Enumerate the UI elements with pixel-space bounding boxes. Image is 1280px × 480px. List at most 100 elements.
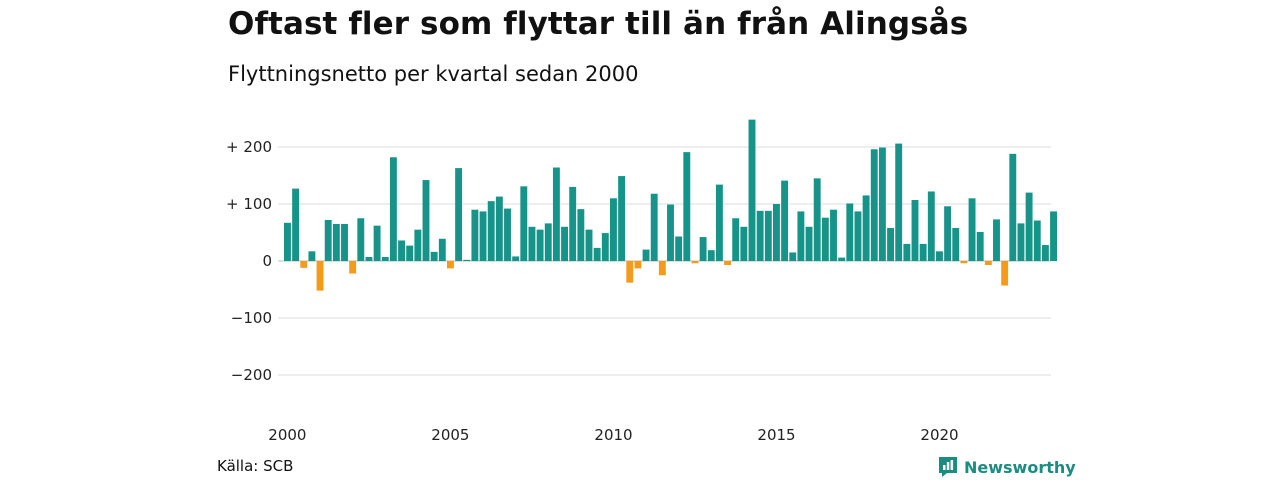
bar xyxy=(381,257,389,261)
bar xyxy=(536,229,544,261)
bar xyxy=(740,226,748,261)
bar xyxy=(1041,245,1049,261)
bar xyxy=(756,210,764,261)
bar xyxy=(748,119,756,261)
bar xyxy=(911,200,919,261)
bar xyxy=(813,178,821,261)
y-tick-label: −200 xyxy=(231,366,272,384)
bar xyxy=(479,211,487,261)
chart-title: Oftast fler som flyttar till än från Ali… xyxy=(228,6,969,42)
bar xyxy=(1001,261,1009,286)
bar xyxy=(284,222,291,261)
bar xyxy=(471,209,479,261)
bar xyxy=(406,245,414,261)
bar xyxy=(1025,192,1033,261)
x-tick-label: 2000 xyxy=(268,426,306,444)
bar xyxy=(495,196,503,261)
bar xyxy=(650,193,658,261)
bar xyxy=(797,211,805,261)
bar xyxy=(764,210,772,261)
bar xyxy=(634,261,642,269)
bar xyxy=(903,243,911,261)
bar xyxy=(561,226,568,261)
bar xyxy=(927,191,935,261)
bar xyxy=(862,195,870,261)
bar xyxy=(463,259,471,261)
bar xyxy=(544,223,552,261)
bar xyxy=(715,184,723,261)
bar xyxy=(585,229,593,261)
bar xyxy=(487,201,495,261)
bar xyxy=(854,211,862,261)
bar xyxy=(878,147,886,261)
bar xyxy=(577,209,585,261)
y-tick-label: + 200 xyxy=(226,138,272,156)
bar xyxy=(300,261,308,268)
bar xyxy=(1009,153,1017,261)
bar xyxy=(984,261,992,265)
bar xyxy=(389,157,397,261)
newsworthy-logo-icon xyxy=(939,457,957,477)
x-tick-label: 2020 xyxy=(920,426,958,444)
bar xyxy=(887,227,894,261)
bar xyxy=(292,188,300,261)
chart-subtitle: Flyttningsnetto per kvartal sedan 2000 xyxy=(228,62,639,86)
bar xyxy=(365,257,373,261)
bar xyxy=(642,249,650,261)
bar xyxy=(773,204,780,261)
y-tick-label: −100 xyxy=(231,309,272,327)
bar xyxy=(683,152,691,261)
bar xyxy=(528,226,536,261)
bar xyxy=(699,237,707,261)
brand-logo[interactable]: Newsworthy xyxy=(938,456,1076,478)
bar xyxy=(732,218,740,261)
bar xyxy=(1050,211,1057,261)
bar xyxy=(438,238,446,261)
source-note: Källa: SCB xyxy=(217,457,294,475)
bar xyxy=(936,251,943,261)
bar xyxy=(976,231,984,261)
bar xyxy=(707,250,715,261)
bar xyxy=(960,261,968,264)
bar xyxy=(552,167,560,261)
bar xyxy=(968,198,976,261)
bar xyxy=(308,251,316,261)
bar xyxy=(675,236,683,261)
bar xyxy=(601,233,609,261)
bar xyxy=(422,180,430,261)
bar xyxy=(805,226,813,261)
bar xyxy=(430,251,438,261)
bar xyxy=(504,208,511,261)
bar xyxy=(414,229,422,261)
bar xyxy=(316,261,324,291)
bar xyxy=(593,247,601,261)
bar xyxy=(512,256,520,261)
bar xyxy=(349,261,357,274)
bar xyxy=(447,261,454,269)
bar xyxy=(846,203,854,261)
x-tick-label: 2005 xyxy=(431,426,469,444)
bar xyxy=(332,223,340,261)
bar xyxy=(455,168,463,261)
bar xyxy=(324,219,332,261)
bar xyxy=(373,225,381,261)
bar xyxy=(520,186,528,261)
y-tick-label: 0 xyxy=(262,252,272,270)
bar xyxy=(895,143,903,261)
bar xyxy=(691,261,699,264)
bar xyxy=(952,227,960,261)
bar xyxy=(821,217,829,261)
bar xyxy=(618,176,626,261)
bar xyxy=(993,219,1000,261)
x-tick-label: 2015 xyxy=(757,426,795,444)
brand-name: Newsworthy xyxy=(964,457,1076,477)
bar xyxy=(667,204,674,261)
bar xyxy=(944,206,952,261)
bar xyxy=(626,261,634,283)
bar xyxy=(789,252,797,261)
bar xyxy=(1033,220,1041,261)
bar xyxy=(610,198,617,261)
bar xyxy=(1017,223,1025,261)
bar xyxy=(398,240,405,261)
